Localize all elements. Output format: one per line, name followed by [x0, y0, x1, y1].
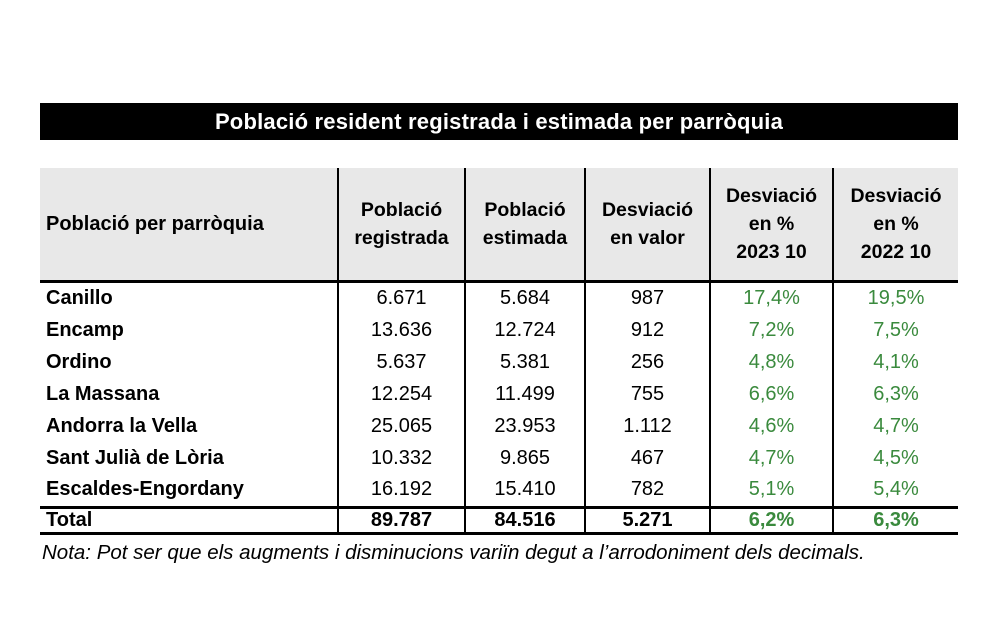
pct-2022-value: 4,1%: [832, 346, 958, 379]
header-desviacio-pct-2023: Desviació en % 2023 10: [709, 168, 833, 283]
total-row: Total 89.787 84.516 5.271 6,2% 6,3%: [40, 505, 958, 535]
estimated-value: 9.865: [464, 442, 585, 475]
total-label: Total: [40, 505, 338, 535]
pct-2023-value: 5,1%: [709, 474, 833, 508]
pct-2023-value: 4,6%: [709, 410, 833, 443]
footnote: Nota: Pot ser que els augments i disminu…: [42, 541, 865, 564]
header-desviacio-en-valor: Desviació en valor: [584, 168, 710, 283]
parish-name: La Massana: [46, 382, 160, 405]
total-estimated: 84.516: [464, 505, 585, 535]
registered-value: 13.636: [337, 314, 465, 347]
pct-2022-value: 5,4%: [832, 474, 958, 508]
parish-name: Sant Julià de Lòria: [46, 446, 224, 469]
estimated-value: 5.684: [464, 281, 585, 315]
parish-name: Canillo: [46, 287, 113, 310]
pct-2022-value: 19,5%: [832, 281, 958, 315]
registered-value: 5.637: [337, 346, 465, 379]
deviation-value: 256: [584, 346, 710, 379]
deviation-value: 912: [584, 314, 710, 347]
header-poblacio-estimada: Població estimada: [464, 168, 585, 283]
registered-value: 12.254: [337, 378, 465, 411]
total-deviation: 5.271: [584, 505, 710, 535]
table-row: La Massana 12.254 11.499 755 6,6% 6,3%: [40, 378, 958, 411]
table-row: Andorra la Vella 25.065 23.953 1.112 4,6% 4,7…: [40, 410, 958, 443]
deviation-value: 1.112: [584, 410, 710, 443]
pct-2022-value: 7,5%: [832, 314, 958, 347]
table-body: Canillo 6.671 5.684 987 17,4% 19,5% Encamp 13.6…: [40, 281, 958, 508]
estimated-value: 11.499: [464, 378, 585, 411]
parish-name: Ordino: [46, 351, 112, 374]
deviation-value: 987: [584, 281, 710, 315]
deviation-value: 467: [584, 442, 710, 475]
parish-name: Escaldes-Engordany: [46, 478, 244, 501]
table-title-bar: Població resident registrada i estimada …: [40, 103, 958, 140]
registered-value: 6.671: [337, 281, 465, 315]
table-row: Sant Julià de Lòria 10.332 9.865 467 4,7% 4,5…: [40, 442, 958, 475]
pct-2023-value: 4,7%: [709, 442, 833, 475]
header-poblacio-registrada: Població registrada: [337, 168, 465, 283]
total-registered: 89.787: [337, 505, 465, 535]
pct-2023-value: 6,6%: [709, 378, 833, 411]
table-row: Ordino 5.637 5.381 256 4,8% 4,1%: [40, 346, 958, 379]
table-row: Encamp 13.636 12.724 912 7,2% 7,5%: [40, 314, 958, 347]
registered-value: 16.192: [337, 474, 465, 508]
pct-2022-value: 6,3%: [832, 378, 958, 411]
estimated-value: 15.410: [464, 474, 585, 508]
pct-2022-value: 4,5%: [832, 442, 958, 475]
total-pct-2023: 6,2%: [709, 505, 833, 535]
estimated-value: 12.724: [464, 314, 585, 347]
header-poblacio-per-parroquia: Població per parròquia: [40, 168, 338, 283]
deviation-value: 755: [584, 378, 710, 411]
parish-name: Encamp: [46, 319, 124, 342]
pct-2022-value: 4,7%: [832, 410, 958, 443]
table-title: Població resident registrada i estimada …: [214, 108, 784, 134]
pct-2023-value: 4,8%: [709, 346, 833, 379]
population-table: Població per parròquia Població registra…: [40, 168, 958, 535]
pct-2023-value: 7,2%: [709, 314, 833, 347]
total-pct-2022: 6,3%: [832, 505, 958, 535]
deviation-value: 782: [584, 474, 710, 508]
estimated-value: 23.953: [464, 410, 585, 443]
estimated-value: 5.381: [464, 346, 585, 379]
table-row: Canillo 6.671 5.684 987 17,4% 19,5%: [40, 281, 958, 315]
table-row: Escaldes-Engordany 16.192 15.410 782 5,1% 5,4…: [40, 474, 958, 508]
table-header-row: Població per parròquia Població registra…: [40, 168, 958, 283]
pct-2023-value: 17,4%: [709, 281, 833, 315]
registered-value: 25.065: [337, 410, 465, 443]
registered-value: 10.332: [337, 442, 465, 475]
header-desviacio-pct-2022: Desviació en % 2022 10: [832, 168, 958, 283]
parish-name: Andorra la Vella: [46, 414, 198, 437]
